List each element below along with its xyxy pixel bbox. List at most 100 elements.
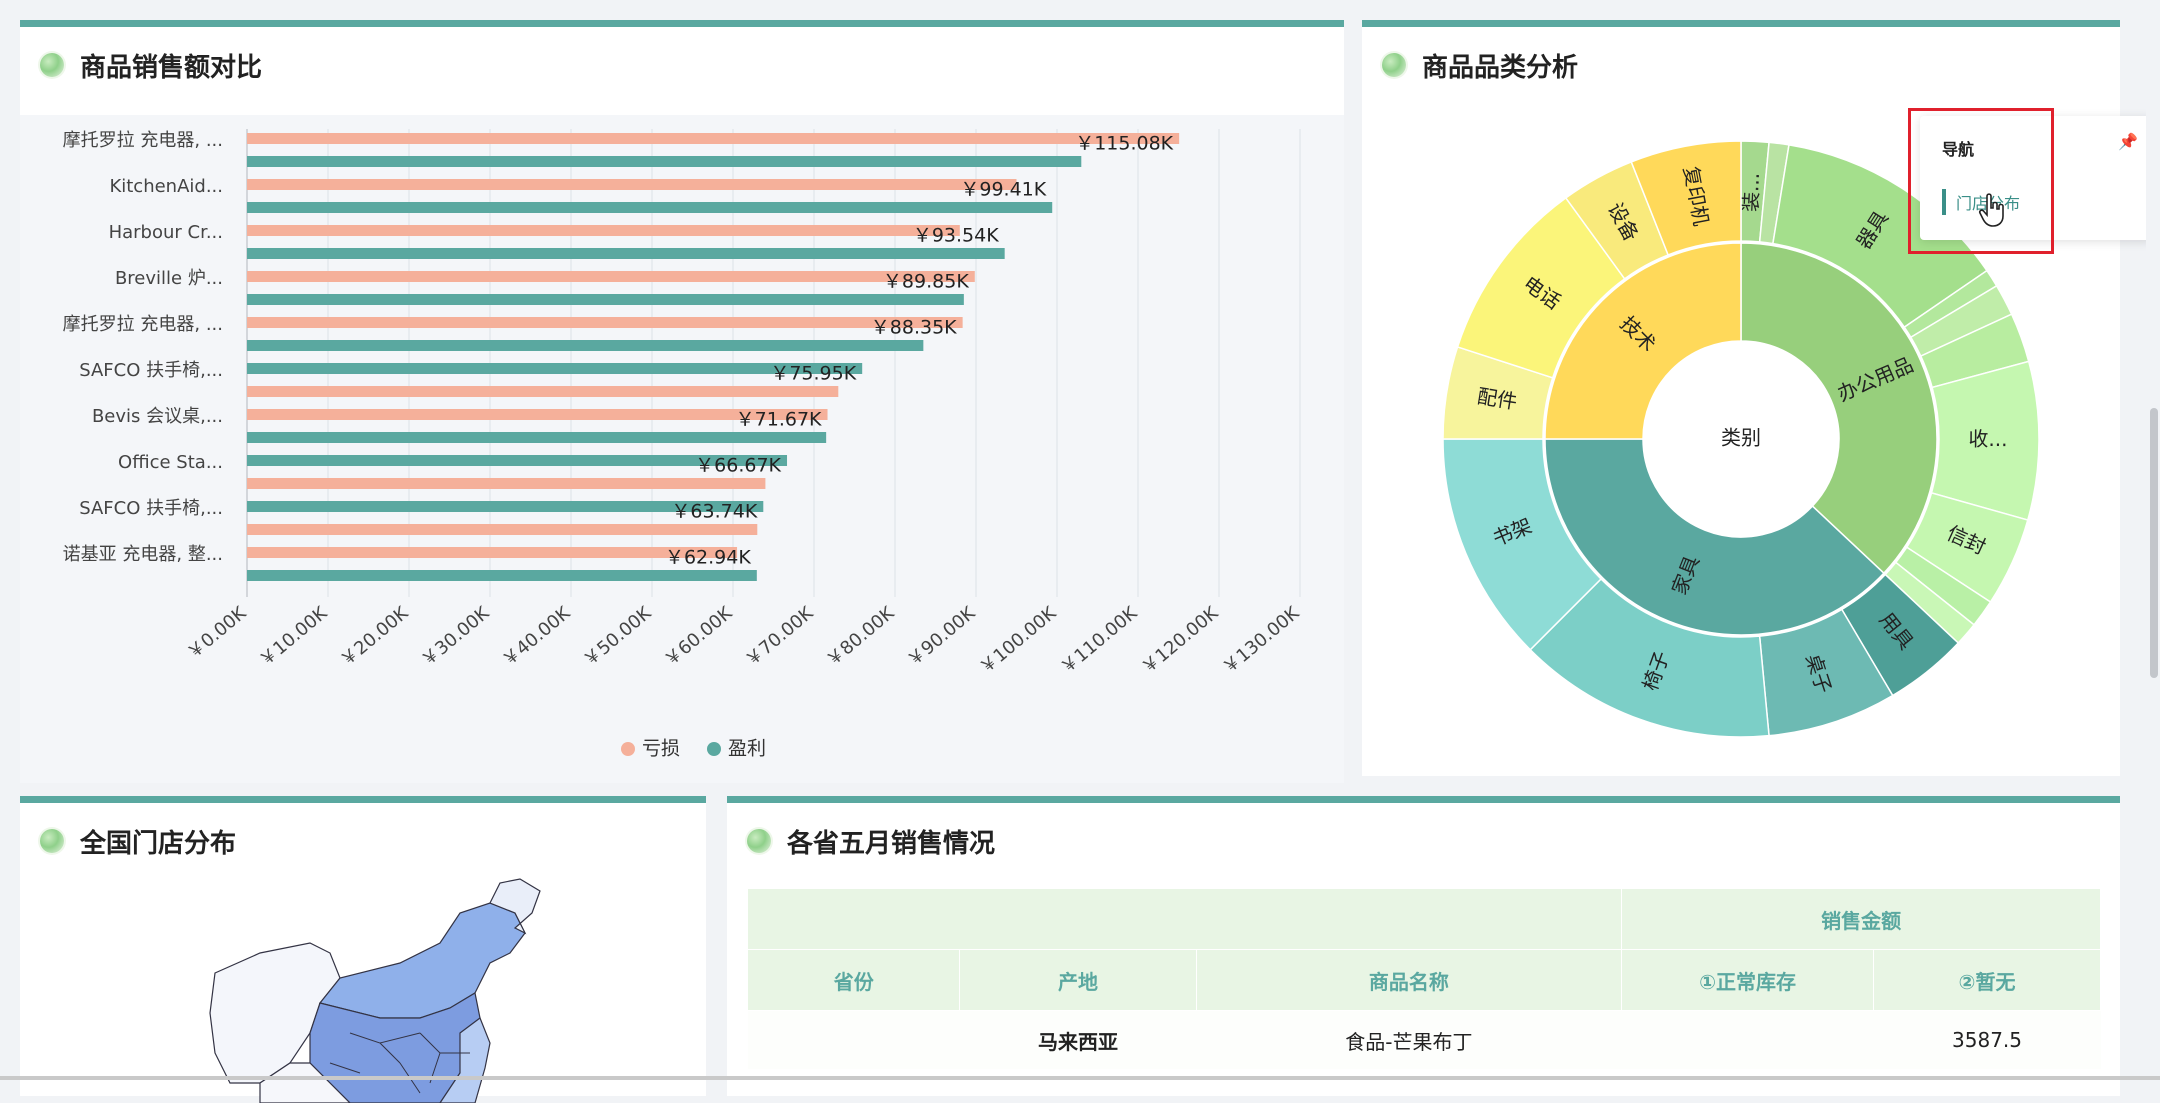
bar-loss[interactable] bbox=[247, 179, 1017, 190]
y-tick-label: KitchenAid... bbox=[109, 176, 223, 197]
y-tick-label: 摩托罗拉 充电器, ... bbox=[63, 314, 223, 335]
x-tick-label: ￥10.00K bbox=[255, 602, 332, 671]
data-label: ￥88.35K bbox=[871, 317, 957, 339]
y-tick-label: SAFCO 扶手椅,... bbox=[79, 360, 223, 381]
legend-marker[interactable] bbox=[707, 742, 721, 756]
data-label: ￥99.41K bbox=[960, 179, 1046, 201]
bar-profit[interactable] bbox=[247, 340, 924, 351]
x-tick-label: ￥60.00K bbox=[660, 602, 737, 671]
table-header-none: ②暂无 bbox=[1873, 949, 2101, 1011]
y-tick-label: Bevis 会议桌,... bbox=[92, 406, 223, 427]
table-cell-none: 3587.5 bbox=[1873, 1010, 2101, 1069]
store-map-panel: 全国门店分布 bbox=[20, 796, 706, 1103]
x-tick-label: ￥30.00K bbox=[417, 602, 494, 671]
sunburst-outer-label: 装... bbox=[1738, 172, 1764, 212]
y-tick-label: Office Sta... bbox=[118, 452, 223, 473]
table-cell-province bbox=[747, 1010, 960, 1069]
panel-title-category: 商品品类分析 bbox=[1382, 45, 1578, 85]
pin-icon[interactable]: 📌 bbox=[2118, 132, 2138, 151]
title-dot-icon bbox=[40, 829, 64, 853]
bar-loss[interactable] bbox=[247, 409, 828, 420]
bar-loss[interactable] bbox=[247, 524, 758, 535]
map-region-northeast[interactable] bbox=[489, 878, 541, 935]
legend-label[interactable]: 盈利 bbox=[728, 738, 766, 760]
bar-loss[interactable] bbox=[247, 547, 738, 558]
data-label: ￥62.94K bbox=[665, 547, 751, 569]
sunburst-outer-label: 收... bbox=[1968, 427, 2007, 451]
bar-loss[interactable] bbox=[247, 317, 963, 328]
title-dot-icon bbox=[747, 829, 771, 853]
panel-title-sales: 商品销售额对比 bbox=[40, 45, 262, 85]
x-tick-label: ￥80.00K bbox=[822, 602, 899, 671]
table-cell-origin: 马来西亚 bbox=[959, 1010, 1197, 1069]
panel-title-province: 各省五月销售情况 bbox=[747, 821, 995, 861]
bar-profit[interactable] bbox=[247, 202, 1053, 213]
bar-profit[interactable] bbox=[247, 455, 788, 466]
sunburst-outer-segment[interactable] bbox=[1630, 140, 1742, 256]
x-tick-label: ￥50.00K bbox=[579, 602, 656, 671]
nav-item-active-bar bbox=[1942, 189, 1946, 215]
data-label: ￥115.08K bbox=[1075, 133, 1173, 155]
legend-marker[interactable] bbox=[621, 742, 635, 756]
table-cell-product: 食品-芒果布丁 bbox=[1196, 1010, 1622, 1069]
sales-compare-panel: 商品销售额对比 ￥0.00K ￥10.00K ￥20.00K ￥30.00K ￥40.0… bbox=[20, 20, 1344, 783]
y-tick-label: 诺基亚 充电器, 整... bbox=[63, 544, 223, 565]
y-tick-label: SAFCO 扶手椅,... bbox=[79, 498, 223, 519]
data-label: ￥75.95K bbox=[770, 363, 856, 385]
nav-popup-title: 导航 bbox=[1942, 140, 1975, 159]
table-header-province: 省份 bbox=[746, 949, 961, 1011]
table-cell-normal-stock bbox=[1621, 1010, 1874, 1069]
china-map[interactable] bbox=[20, 803, 706, 1103]
bar-loss[interactable] bbox=[247, 133, 1180, 144]
bar-loss[interactable] bbox=[247, 225, 960, 236]
data-label: ￥71.67K bbox=[736, 409, 822, 431]
nav-popup: 导航 📌 门店分布 bbox=[1920, 116, 2152, 240]
bar-loss[interactable] bbox=[247, 386, 839, 397]
bar-profit[interactable] bbox=[247, 570, 757, 581]
bar-chart-area: ￥0.00K ￥10.00K ￥20.00K ￥30.00K ￥40.00K ￥50.00… bbox=[20, 115, 1344, 783]
bottom-edge bbox=[0, 1076, 2160, 1080]
province-sales-table: 销售金额 省份 产地 商品名称 ①正常库存 ②暂无 马来西亚 食品-芒果布丁 3… bbox=[746, 888, 2101, 1069]
data-label: ￥89.85K bbox=[883, 271, 969, 293]
table-header-blank bbox=[746, 888, 1623, 950]
bar-profit[interactable] bbox=[247, 248, 1005, 259]
table-header-origin: 产地 bbox=[959, 949, 1197, 1011]
x-tick-label: ￥70.00K bbox=[741, 602, 818, 671]
x-tick-label: ￥40.00K bbox=[498, 602, 575, 671]
bar-loss[interactable] bbox=[247, 271, 975, 282]
title-dot-icon bbox=[40, 53, 64, 77]
legend-label[interactable]: 亏损 bbox=[642, 738, 680, 760]
scrollbar-thumb[interactable] bbox=[2150, 408, 2158, 678]
y-tick-label: 摩托罗拉 充电器, ... bbox=[63, 130, 223, 151]
x-tick-label: ￥110.00K bbox=[1057, 602, 1142, 678]
bar-profit[interactable] bbox=[247, 294, 964, 305]
x-tick-label: ￥90.00K bbox=[903, 602, 980, 671]
data-label: ￥93.54K bbox=[913, 225, 999, 247]
x-tick-label: ￥100.00K bbox=[976, 602, 1061, 678]
bar-chart: ￥0.00K ￥10.00K ￥20.00K ￥30.00K ￥40.00K ￥50.00… bbox=[63, 129, 1304, 760]
table-row: 马来西亚 食品-芒果布丁 3587.5 bbox=[747, 1010, 2101, 1069]
table-header-sales-amount: 销售金额 bbox=[1621, 888, 2101, 950]
bar-profit[interactable] bbox=[247, 501, 764, 512]
map-region-north[interactable] bbox=[318, 902, 526, 1019]
y-tick-label: Breville 炉... bbox=[115, 268, 223, 289]
hand-cursor-icon bbox=[1978, 193, 2004, 227]
bar-profit[interactable] bbox=[247, 363, 863, 374]
bar-profit[interactable] bbox=[247, 156, 1082, 167]
highlight-box bbox=[1908, 108, 2054, 254]
bar-profit[interactable] bbox=[247, 432, 827, 443]
sunburst-center-label: 类别 bbox=[1721, 426, 1761, 450]
scrollbar[interactable] bbox=[2146, 0, 2160, 1080]
bar-loss[interactable] bbox=[247, 478, 766, 489]
data-label: ￥66.67K bbox=[695, 455, 781, 477]
panel-title-stores: 全国门店分布 bbox=[40, 821, 236, 861]
table-header-normal-stock: ①正常库存 bbox=[1621, 949, 1875, 1011]
category-panel: 商品品类分析 办公用品 家具 技术 装... 器具 收... 信封 用具 桌子 椅子 书架 配件 电话设… bbox=[1362, 20, 2120, 776]
x-tick-label: ￥120.00K bbox=[1138, 602, 1223, 678]
table-header-product: 商品名称 bbox=[1195, 949, 1623, 1011]
data-label: ￥63.74K bbox=[671, 501, 757, 523]
sunburst-center bbox=[1643, 341, 1839, 537]
x-tick-label: ￥0.00K bbox=[183, 602, 251, 664]
y-tick-label: Harbour Cr... bbox=[109, 222, 223, 243]
